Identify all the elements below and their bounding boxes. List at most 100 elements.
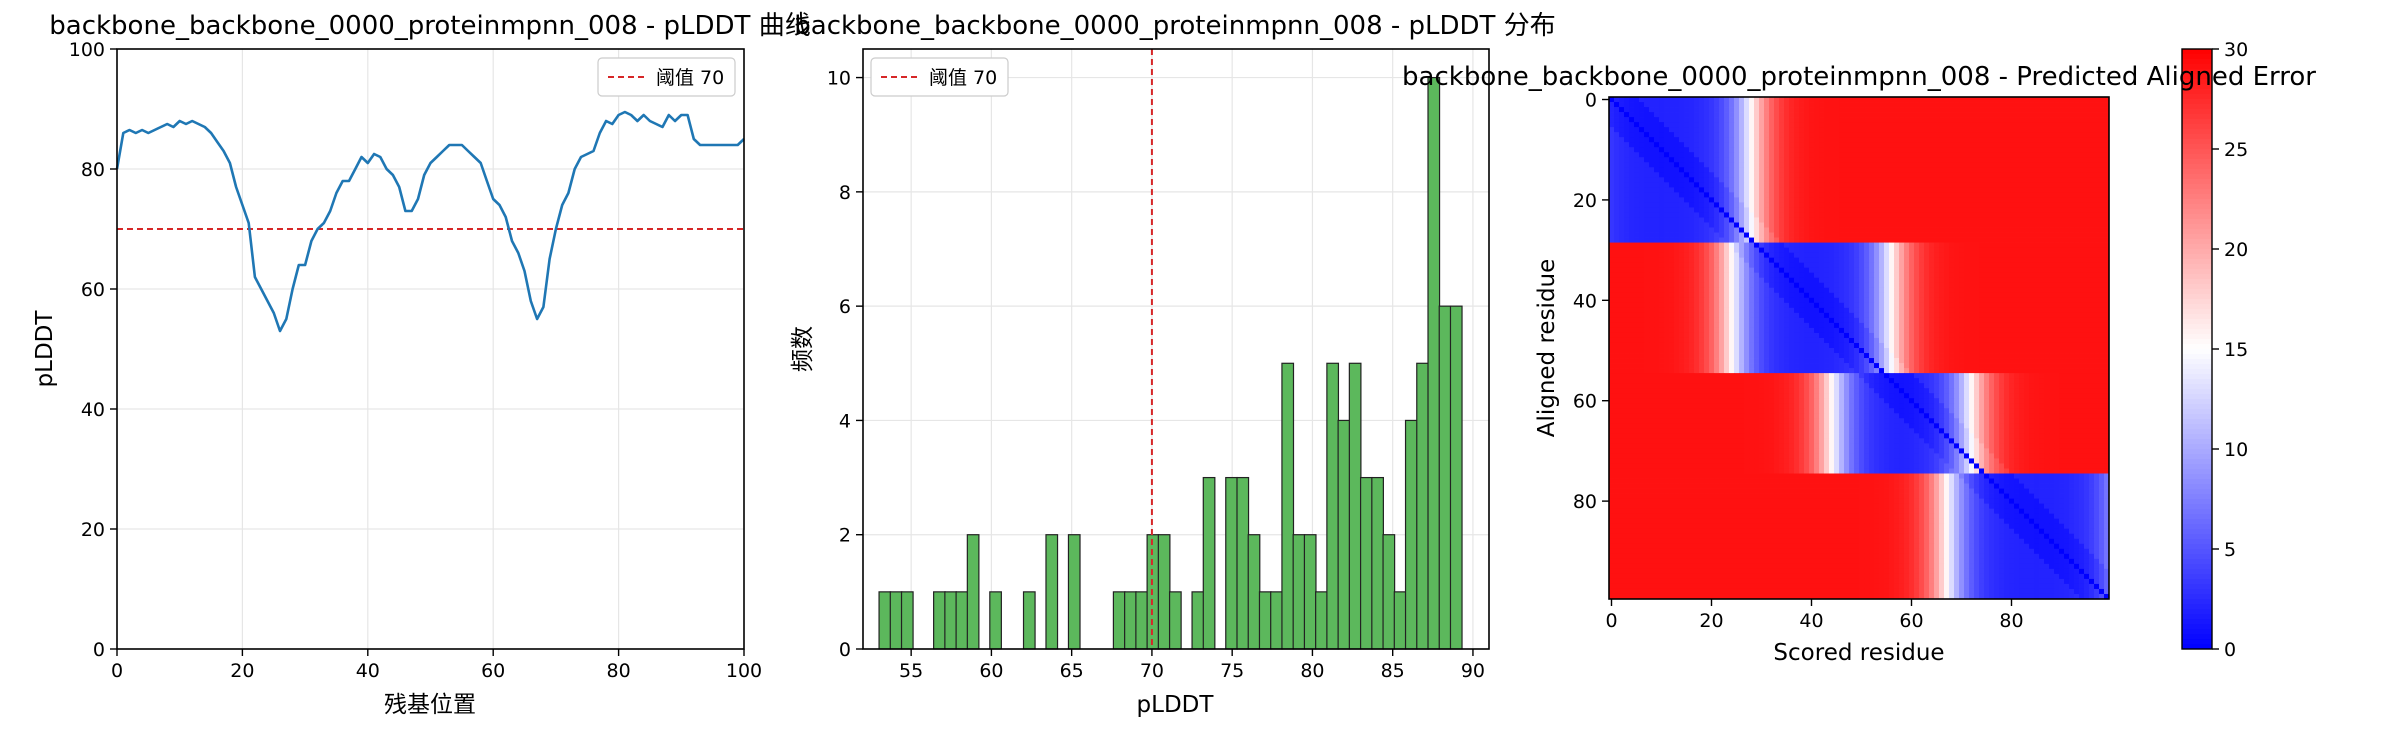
pae-cell — [2044, 252, 2050, 259]
pae-cell — [2069, 212, 2075, 218]
pae-cell — [1924, 242, 1930, 248]
pae-cell — [1784, 292, 1790, 299]
pae-cell — [1859, 232, 1865, 238]
pae-cell — [1989, 247, 1995, 254]
pae-cell — [1914, 252, 1920, 259]
pae-cell — [1969, 107, 1975, 113]
pae-cell — [1914, 297, 1920, 304]
pae-cell — [2074, 217, 2080, 223]
pae-cell — [2014, 297, 2020, 304]
pae-cell — [1919, 197, 1925, 203]
pae-cell — [1824, 282, 1830, 289]
pae-cell — [1709, 287, 1715, 294]
pae-cell — [1904, 237, 1910, 243]
pae-cell — [1654, 182, 1660, 188]
pae-cell — [1869, 122, 1875, 128]
pae-cell — [2024, 212, 2030, 218]
pae-cell — [1954, 177, 1960, 183]
pae-cell — [1929, 212, 1935, 218]
pae-cell — [2104, 287, 2110, 294]
pae-cell — [1704, 177, 1710, 183]
pae-cell — [1824, 247, 1830, 254]
pae-cell — [1809, 172, 1815, 178]
pae-cell — [1814, 132, 1820, 138]
pae-cell — [1634, 302, 1640, 309]
pae-cell — [1679, 177, 1685, 183]
pae-cell — [1999, 272, 2005, 279]
pae-cell — [1849, 157, 1855, 163]
c2-bar — [1382, 534, 1396, 650]
pae-cell — [1679, 172, 1685, 178]
pae-cell — [2059, 207, 2065, 213]
pae-cell — [1884, 232, 1890, 238]
pae-cell — [1694, 307, 1700, 314]
pae-cell — [1814, 117, 1820, 123]
pae-cell — [2059, 202, 2065, 208]
pae-cell — [1809, 152, 1815, 158]
pae-cell — [1719, 277, 1725, 284]
pae-cell — [1679, 302, 1685, 309]
pae-cell — [1989, 167, 1995, 173]
pae-cell — [2014, 97, 2020, 103]
pae-cell — [1769, 202, 1775, 208]
pae-cell — [1874, 177, 1880, 183]
pae-cell — [2009, 277, 2015, 284]
pae-cell — [1694, 122, 1700, 128]
pae-cell — [2034, 317, 2040, 324]
pae-cell — [2049, 292, 2055, 299]
pae-cell — [2029, 232, 2035, 238]
pae-cell — [1739, 107, 1745, 113]
pae-cell — [1824, 217, 1830, 223]
pae-cell — [2089, 112, 2095, 118]
pae-cell — [1684, 197, 1690, 203]
pae-cell — [1654, 117, 1660, 123]
pae-cell — [1799, 142, 1805, 148]
pae-cell — [1624, 222, 1630, 228]
pae-cell — [1894, 137, 1900, 143]
pae-cell — [1609, 117, 1615, 123]
pae-cell — [1644, 222, 1650, 228]
pae-cell — [1624, 182, 1630, 188]
pae-cell — [1744, 202, 1750, 208]
pae-cell — [2079, 187, 2085, 193]
pae-cell — [1784, 127, 1790, 133]
pae-cell — [1659, 287, 1665, 294]
pae-cell — [1759, 177, 1765, 183]
pae-cell — [2054, 112, 2060, 118]
pae-cell — [1709, 332, 1715, 339]
pae-cell — [1794, 172, 1800, 178]
pae-cell — [1789, 277, 1795, 284]
pae-cell — [1619, 162, 1625, 168]
pae-cell — [1799, 337, 1805, 344]
pae-cell — [1779, 137, 1785, 143]
pae-cell — [2049, 132, 2055, 138]
pae-cell — [1674, 282, 1680, 289]
pae-cell — [1704, 117, 1710, 123]
pae-cell — [1884, 192, 1890, 198]
pae-cell — [2009, 162, 2015, 168]
pae-cell — [1674, 277, 1680, 284]
pae-cell — [2059, 127, 2065, 133]
pae-cell — [1769, 287, 1775, 294]
pae-cell — [1909, 267, 1915, 274]
pae-cell — [2074, 207, 2080, 213]
pae-cell — [2104, 192, 2110, 198]
pae-cell — [1869, 267, 1875, 274]
pae-cell — [1804, 312, 1810, 319]
pae-cell — [1814, 312, 1820, 319]
pae-cell — [2084, 292, 2090, 299]
pae-cell — [1779, 167, 1785, 173]
pae-cell — [1749, 152, 1755, 158]
pae-cell — [1954, 317, 1960, 324]
pae-cell — [1729, 282, 1735, 289]
pae-cell — [1734, 247, 1740, 254]
pae-cell — [2054, 222, 2060, 228]
pae-cell — [1969, 287, 1975, 294]
pae-cell — [2004, 147, 2010, 153]
pae-cell — [1774, 237, 1780, 243]
pae-cell — [1674, 292, 1680, 299]
pae-cell — [1844, 257, 1850, 264]
pae-cell — [1929, 217, 1935, 223]
pae-cell — [1844, 97, 1850, 103]
pae-cell — [1769, 312, 1775, 319]
